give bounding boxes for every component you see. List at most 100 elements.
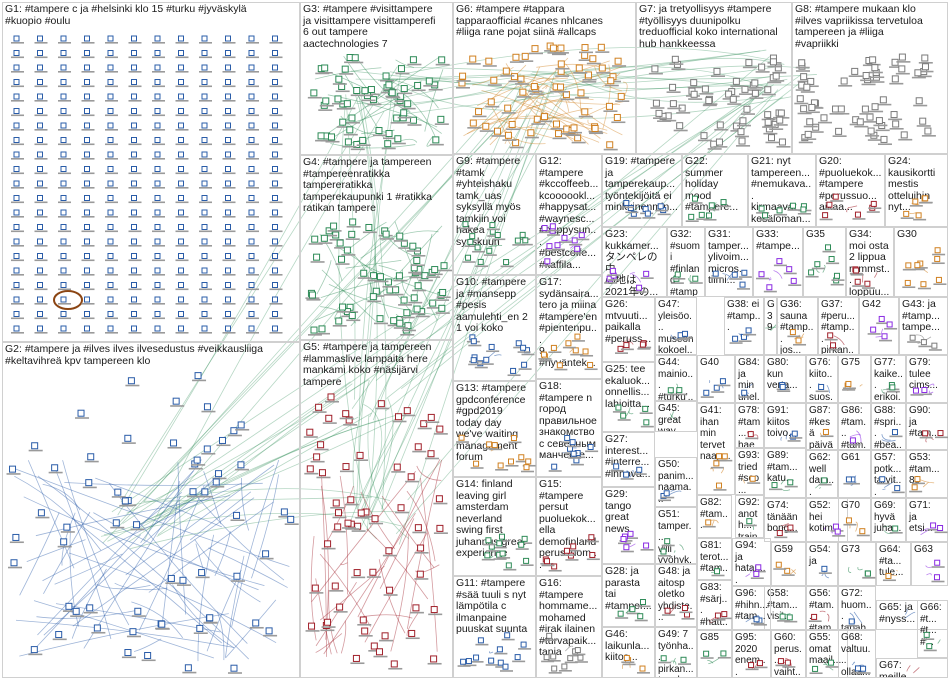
node-caption xyxy=(343,133,358,136)
graph-node xyxy=(84,137,90,143)
node-caption xyxy=(81,56,95,59)
node-caption xyxy=(585,450,599,453)
graph-edge xyxy=(71,568,107,639)
graph-node xyxy=(13,282,20,288)
graph-node xyxy=(225,325,231,332)
node-caption xyxy=(105,303,118,305)
node-caption xyxy=(58,274,71,276)
node-caption xyxy=(736,145,751,147)
graph-node xyxy=(731,271,738,278)
graph-edge xyxy=(906,665,911,672)
node-caption xyxy=(191,464,206,466)
graph-node xyxy=(351,54,359,62)
graph-node xyxy=(563,547,570,554)
graph-node xyxy=(681,604,688,611)
graph-node xyxy=(510,367,517,374)
graph-edge xyxy=(406,490,436,562)
node-caption xyxy=(765,141,780,144)
graph-edge xyxy=(594,66,623,92)
graph-node xyxy=(715,138,723,146)
graph-node xyxy=(574,647,581,654)
node-caption xyxy=(888,118,903,121)
graph-node xyxy=(344,519,352,527)
graph-node xyxy=(60,93,67,100)
graph-node xyxy=(886,321,893,328)
node-caption xyxy=(349,61,364,64)
graph-edge xyxy=(916,334,925,341)
node-caption xyxy=(673,129,688,132)
graph-edge xyxy=(780,436,782,441)
graph-node xyxy=(911,484,918,491)
node-caption xyxy=(387,324,402,327)
node-caption xyxy=(803,125,818,128)
node-caption xyxy=(621,661,635,664)
graph-node xyxy=(459,72,467,80)
node-caption xyxy=(199,129,212,131)
node-caption xyxy=(365,93,380,96)
node-caption xyxy=(58,158,71,160)
node-caption xyxy=(34,71,48,73)
node-caption xyxy=(804,85,819,88)
graph-node xyxy=(37,137,43,143)
node-caption xyxy=(58,187,71,189)
graph-node xyxy=(772,72,780,80)
graph-node xyxy=(394,413,402,421)
graph-node xyxy=(13,108,20,114)
graph-node xyxy=(779,383,786,390)
graph-node xyxy=(77,409,85,417)
graph-node xyxy=(396,232,404,240)
node-caption xyxy=(610,469,624,472)
graph-edge xyxy=(131,601,184,639)
node-caption xyxy=(269,56,283,59)
graph-edge xyxy=(334,312,342,320)
graph-node xyxy=(84,224,90,230)
graph-node xyxy=(920,281,927,288)
node-caption xyxy=(595,51,610,53)
graph-node xyxy=(248,209,255,216)
node-caption xyxy=(152,332,165,334)
node-caption xyxy=(832,135,847,137)
node-caption xyxy=(843,482,857,485)
node-caption xyxy=(729,342,743,344)
graph-node xyxy=(167,574,175,582)
node-caption xyxy=(551,53,566,56)
node-caption xyxy=(336,126,351,128)
graph-node xyxy=(201,166,208,172)
node-caption xyxy=(861,287,875,289)
graph-node xyxy=(310,89,318,97)
node-caption xyxy=(564,661,578,664)
graph-edge xyxy=(529,108,578,141)
graph-edge xyxy=(369,76,525,418)
graph-node xyxy=(201,93,208,100)
node-caption xyxy=(81,114,95,117)
graph-node xyxy=(458,434,465,441)
graph-node xyxy=(774,64,782,72)
graph-node xyxy=(597,43,605,51)
graph-node xyxy=(762,212,769,219)
node-caption xyxy=(323,234,338,237)
graph-node xyxy=(178,166,184,172)
graph-node xyxy=(669,83,677,91)
graph-node xyxy=(72,607,80,615)
node-caption xyxy=(865,135,880,137)
node-caption xyxy=(366,576,381,578)
graph-node xyxy=(421,272,429,280)
node-caption xyxy=(367,300,382,303)
node-caption xyxy=(474,366,488,369)
graph-node xyxy=(585,71,593,79)
graph-node xyxy=(786,614,793,621)
graph-edge xyxy=(568,96,623,136)
node-caption xyxy=(367,279,382,282)
graph-node xyxy=(334,509,342,517)
graph-node xyxy=(346,126,354,134)
node-caption xyxy=(34,187,48,189)
graph-node xyxy=(84,122,90,129)
node-caption xyxy=(710,75,725,77)
node-caption xyxy=(574,661,588,663)
node-caption xyxy=(405,480,420,483)
graph-node xyxy=(225,35,231,42)
graph-node xyxy=(60,166,67,172)
graph-node xyxy=(935,276,942,283)
graph-node xyxy=(605,102,613,110)
graph-node xyxy=(55,631,63,639)
